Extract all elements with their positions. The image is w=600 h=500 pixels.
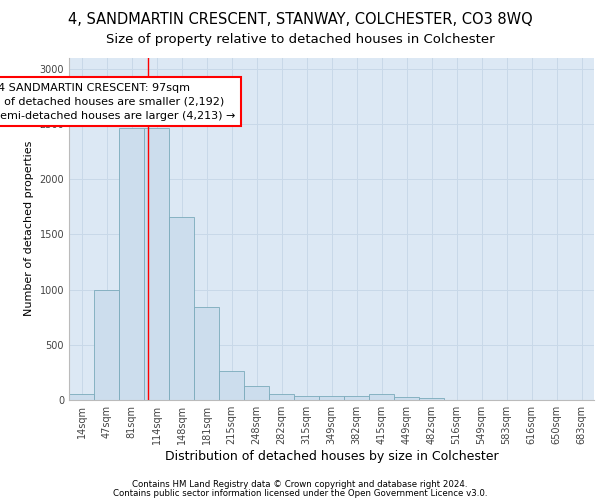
- Text: 4 SANDMARTIN CRESCENT: 97sqm
← 34% of detached houses are smaller (2,192)
65% of: 4 SANDMARTIN CRESCENT: 97sqm ← 34% of de…: [0, 83, 236, 121]
- Bar: [244, 386, 269, 400]
- Text: Contains HM Land Registry data © Crown copyright and database right 2024.: Contains HM Land Registry data © Crown c…: [132, 480, 468, 489]
- Bar: [369, 394, 394, 400]
- Bar: [119, 128, 144, 400]
- Bar: [169, 216, 194, 400]
- Bar: [319, 396, 344, 400]
- Bar: [344, 396, 369, 400]
- Bar: [394, 396, 419, 400]
- Bar: [419, 398, 444, 400]
- Bar: [294, 396, 319, 400]
- Bar: [219, 370, 244, 400]
- Text: 4, SANDMARTIN CRESCENT, STANWAY, COLCHESTER, CO3 8WQ: 4, SANDMARTIN CRESCENT, STANWAY, COLCHES…: [68, 12, 532, 28]
- Bar: [69, 394, 94, 400]
- Bar: [194, 307, 219, 400]
- X-axis label: Distribution of detached houses by size in Colchester: Distribution of detached houses by size …: [164, 450, 499, 463]
- Bar: [144, 128, 169, 400]
- Y-axis label: Number of detached properties: Number of detached properties: [24, 141, 34, 316]
- Text: Size of property relative to detached houses in Colchester: Size of property relative to detached ho…: [106, 32, 494, 46]
- Bar: [269, 394, 294, 400]
- Bar: [94, 290, 119, 400]
- Text: Contains public sector information licensed under the Open Government Licence v3: Contains public sector information licen…: [113, 488, 487, 498]
